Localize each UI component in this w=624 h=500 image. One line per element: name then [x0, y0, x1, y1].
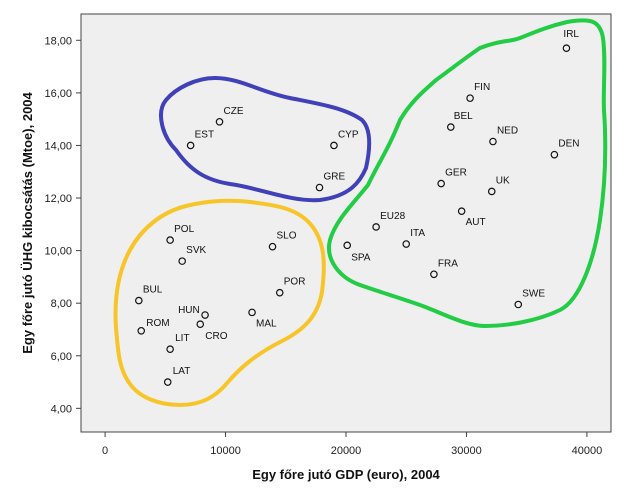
point-irl [562, 44, 571, 52]
point-label-lit: LIT [175, 333, 189, 344]
point-label-lat: LAT [173, 366, 191, 377]
point-label-gre: GRE [324, 172, 346, 183]
point-spa [343, 241, 352, 250]
point-mal [248, 308, 256, 317]
point-swe [514, 300, 523, 309]
point-label-fra: FRA [438, 258, 458, 269]
point-ger [437, 179, 445, 188]
point-label-cro: CRO [205, 331, 227, 342]
y-tick-label: 14,00 [44, 140, 72, 152]
point-svk [178, 257, 186, 265]
point-cro [196, 320, 205, 329]
group-outline-low-income [113, 198, 326, 408]
point-label-slo: SLO [277, 231, 297, 242]
point-lit [166, 345, 174, 353]
point-rom [137, 326, 146, 335]
point-aut [457, 207, 466, 215]
y-tick-label: 12,00 [44, 193, 72, 205]
point-pol [166, 236, 174, 244]
point-label-swe: SWE [522, 288, 545, 299]
point-fin [466, 94, 474, 102]
point-fra [430, 270, 438, 279]
x-axis: 0 10000 20000 30000 40000 [102, 432, 602, 457]
point-label-ita: ITA [410, 228, 425, 239]
point-cze [215, 117, 224, 126]
point-gre [315, 183, 324, 192]
point-label-aut: AUT [466, 217, 486, 228]
point-label-svk: SVK [186, 245, 206, 256]
y-tick-label: 10,00 [44, 246, 72, 258]
y-tick-label: 6,00 [51, 351, 72, 363]
point-label-eu28: EU28 [380, 211, 405, 222]
x-tick-label: 10000 [210, 445, 241, 457]
y-tick-label: 4,00 [51, 403, 72, 415]
point-label-pol: POL [174, 224, 194, 235]
data-points: IRL FIN BEL NED DEN GER UK AUT EU28 ITA SPA FRA SWE C… [135, 29, 580, 386]
point-label-ger: GER [445, 168, 467, 179]
point-label-hun: HUN [178, 305, 200, 316]
point-label-cze: CZE [224, 106, 244, 117]
point-label-den: DEN [558, 139, 579, 150]
x-tick-label: 30000 [451, 445, 482, 457]
point-est [186, 141, 195, 150]
x-tick-label: 20000 [331, 445, 362, 457]
point-label-cyp: CYP [338, 129, 359, 140]
x-axis-title: Egy főre jutó GDP (euro), 2004 [252, 467, 440, 482]
point-label-irl: IRL [563, 29, 579, 40]
y-axis-title: Egy főre jutó ÜHG kibocsátás (Mtoe), 200… [20, 91, 35, 353]
y-tick-label: 16,00 [44, 88, 72, 100]
point-label-mal: MAL [256, 318, 277, 329]
point-den [550, 150, 559, 159]
point-label-uk: UK [496, 175, 510, 186]
y-tick-label: 8,00 [51, 298, 72, 310]
y-axis: 4,00 6,00 8,00 10,00 12,00 14,00 16,00 18,00 [44, 35, 81, 415]
plot-area [80, 13, 612, 433]
point-bel [446, 123, 455, 131]
x-tick-label: 40000 [572, 445, 603, 457]
point-label-fin: FIN [474, 82, 490, 93]
point-eu28 [372, 223, 380, 231]
point-uk [487, 187, 496, 196]
point-label-bel: BEL [454, 111, 473, 122]
point-bul [135, 296, 143, 305]
point-label-est: EST [195, 129, 214, 140]
point-lat [163, 378, 172, 386]
point-label-spa: SPA [351, 252, 371, 263]
point-slo [268, 242, 277, 251]
group-outline-high-income [327, 18, 608, 329]
point-por [275, 288, 284, 297]
point-ned [489, 137, 497, 146]
y-tick-label: 18,00 [44, 35, 72, 47]
point-label-por: POR [284, 277, 306, 288]
point-label-ned: NED [497, 126, 518, 137]
point-cyp [330, 141, 338, 150]
point-label-rom: ROM [146, 318, 169, 329]
point-label-bul: BUL [143, 285, 163, 296]
group-outline-mid-income [159, 75, 372, 203]
point-ita [402, 240, 411, 248]
point-hun [201, 311, 209, 319]
x-tick-label: 0 [102, 445, 108, 457]
